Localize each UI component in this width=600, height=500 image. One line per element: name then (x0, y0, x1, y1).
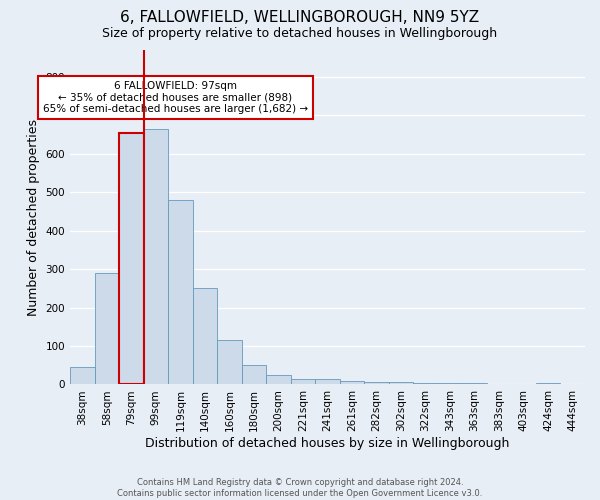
Bar (315, 380, 340, 384)
Bar (364, 382, 389, 384)
Text: Contains HM Land Registry data © Crown copyright and database right 2024.
Contai: Contains HM Land Registry data © Crown c… (118, 478, 482, 498)
Text: Size of property relative to detached houses in Wellingborough: Size of property relative to detached ho… (103, 28, 497, 40)
Bar (389, 382, 413, 384)
Bar (463, 382, 487, 384)
Bar (413, 382, 438, 384)
Bar (536, 382, 560, 384)
Text: 6 FALLOWFIELD: 97sqm
← 35% of detached houses are smaller (898)
65% of semi-deta: 6 FALLOWFIELD: 97sqm ← 35% of detached h… (43, 81, 308, 114)
Bar (70, 367, 95, 384)
Y-axis label: Number of detached properties: Number of detached properties (27, 118, 40, 316)
Bar (242, 365, 266, 384)
Bar (119, 132, 143, 384)
Bar (168, 200, 193, 384)
Bar (95, 273, 119, 384)
Bar (438, 382, 463, 384)
Text: 6, FALLOWFIELD, WELLINGBOROUGH, NN9 5YZ: 6, FALLOWFIELD, WELLINGBOROUGH, NN9 5YZ (121, 10, 479, 25)
Bar (217, 340, 242, 384)
Bar (291, 378, 315, 384)
Bar (143, 129, 168, 384)
Bar (193, 288, 217, 384)
Bar (266, 375, 291, 384)
X-axis label: Distribution of detached houses by size in Wellingborough: Distribution of detached houses by size … (145, 437, 510, 450)
Bar (340, 382, 364, 384)
